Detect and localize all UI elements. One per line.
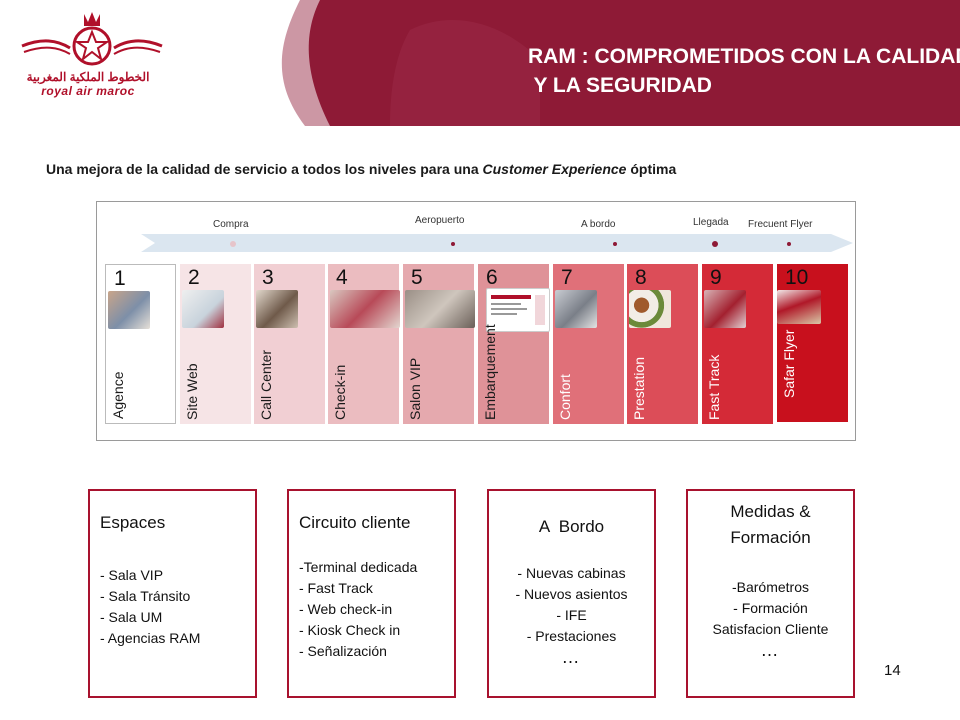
box-item: -Barómetros bbox=[731, 579, 810, 595]
box-title: A Bordo bbox=[538, 517, 605, 536]
card-number: 2 bbox=[188, 266, 200, 289]
card-label: Check-in bbox=[332, 364, 348, 420]
card-number: 8 bbox=[635, 266, 647, 289]
journey-card-2: 2 Site Web bbox=[180, 264, 251, 424]
subtitle-text: Una mejora de la calidad de servicio a t… bbox=[46, 161, 483, 177]
card-label: Call Center bbox=[258, 349, 274, 420]
check-in-photo bbox=[330, 290, 400, 328]
box-title: Medidas & Formación bbox=[730, 502, 811, 547]
journey-card-6: 6 Embarquement bbox=[478, 264, 550, 424]
card-label: Agence bbox=[110, 371, 126, 419]
box-item: -Terminal dedicada bbox=[299, 559, 418, 575]
journey-card-4: 4 Check-in bbox=[328, 264, 400, 424]
box-item: - Fast Track bbox=[299, 580, 373, 596]
box-item: - Agencias RAM bbox=[100, 630, 201, 646]
box-item: - Formación bbox=[733, 600, 808, 616]
stage-compra: Compra bbox=[213, 219, 249, 230]
stage-llegada: Llegada bbox=[693, 217, 729, 228]
comfort-photo bbox=[555, 290, 597, 328]
card-number: 7 bbox=[561, 266, 573, 289]
stage-frecuent-flyer: Frecuent Flyer bbox=[748, 219, 813, 230]
box-item: - Sala UM bbox=[100, 609, 163, 625]
card-number: 10 bbox=[785, 266, 809, 289]
website-photo bbox=[182, 290, 224, 328]
box-item: - IFE bbox=[556, 607, 587, 623]
boarding-pass-icon bbox=[486, 288, 550, 332]
logo-arabic-text: الخطوط الملكية المغربية bbox=[26, 70, 150, 84]
box-item: - Señalización bbox=[299, 643, 387, 659]
journey-card-8: 8 Prestation bbox=[627, 264, 698, 424]
header-banner: RAM : COMPROMETIDOS CON LA CALIDAD Y LA … bbox=[210, 0, 960, 126]
journey-card-5: 5 Salon VIP bbox=[403, 264, 475, 424]
card-number: 9 bbox=[710, 266, 722, 289]
subtitle: Una mejora de la calidad de servicio a t… bbox=[46, 161, 676, 177]
subtitle-emphasis: Customer Experience bbox=[482, 161, 627, 177]
box-item: - Web check-in bbox=[299, 601, 393, 617]
box-ellipsis: … bbox=[760, 640, 781, 660]
meal-photo bbox=[629, 290, 671, 328]
box-item: - Nuevas cabinas bbox=[517, 565, 626, 581]
page-title: RAM : COMPROMETIDOS CON LA CALIDAD Y LA … bbox=[528, 45, 960, 97]
logo-emblem-icon bbox=[21, 12, 163, 66]
journey-card-10: 10 Safar Flyer bbox=[777, 264, 848, 422]
box-espaces: Espaces - Sala VIP - Sala Tránsito - Sal… bbox=[88, 489, 257, 698]
box-item: Satisfacion Cliente bbox=[712, 621, 829, 637]
royal-air-maroc-logo: الخطوط الملكية المغربية royal air maroc bbox=[12, 8, 172, 108]
box-item: - Prestaciones bbox=[526, 628, 617, 644]
card-number: 5 bbox=[411, 266, 423, 289]
customer-journey-panel: Compra Aeropuerto A bordo Llegada Frecue… bbox=[96, 201, 856, 441]
card-label: Confort bbox=[557, 374, 573, 420]
card-label: Embarquement bbox=[482, 324, 498, 420]
box-circuito-cliente: Circuito cliente -Terminal dedicada - Fa… bbox=[287, 489, 456, 698]
journey-arrow-icon bbox=[141, 234, 853, 252]
box-item: - Kiosk Check in bbox=[299, 622, 401, 638]
call-center-photo bbox=[256, 290, 298, 328]
vip-lounge-photo bbox=[405, 290, 475, 328]
card-number: 4 bbox=[336, 266, 348, 289]
journey-card-9: 9 Fast Track bbox=[702, 264, 773, 424]
subtitle-text-end: óptima bbox=[626, 161, 677, 177]
box-a-bordo: A Bordo - Nuevas cabinas - Nuevos asient… bbox=[487, 489, 656, 698]
card-label: Prestation bbox=[631, 356, 647, 420]
box-item: - Sala VIP bbox=[100, 567, 164, 583]
stage-a-bordo: A bordo bbox=[581, 219, 616, 230]
card-number: 6 bbox=[486, 266, 498, 289]
agency-photo bbox=[108, 291, 150, 329]
journey-card-1: 1 Agence bbox=[105, 264, 176, 424]
card-label: Salon VIP bbox=[407, 357, 423, 420]
logo-latin-text: royal air maroc bbox=[41, 84, 135, 98]
card-number: 1 bbox=[114, 267, 126, 290]
journey-card-7: 7 Confort bbox=[553, 264, 624, 424]
banner-decoration bbox=[210, 0, 540, 126]
fast-track-photo bbox=[704, 290, 746, 328]
box-item: - Sala Tránsito bbox=[100, 588, 191, 604]
box-ellipsis: … bbox=[561, 647, 582, 667]
box-title: Circuito cliente bbox=[299, 513, 411, 532]
page-number: 14 bbox=[884, 662, 901, 679]
stage-aeropuerto: Aeropuerto bbox=[415, 215, 465, 226]
card-number: 3 bbox=[262, 266, 274, 289]
journey-card-3: 3 Call Center bbox=[254, 264, 325, 424]
card-label: Safar Flyer bbox=[781, 329, 797, 398]
box-title: Espaces bbox=[100, 513, 166, 532]
card-label: Site Web bbox=[184, 363, 200, 420]
safar-flyer-card-photo bbox=[777, 290, 821, 324]
card-label: Fast Track bbox=[706, 354, 722, 420]
box-item: - Nuevos asientos bbox=[515, 586, 628, 602]
box-medidas-formacion: Medidas & Formación -Barómetros - Formac… bbox=[686, 489, 855, 698]
